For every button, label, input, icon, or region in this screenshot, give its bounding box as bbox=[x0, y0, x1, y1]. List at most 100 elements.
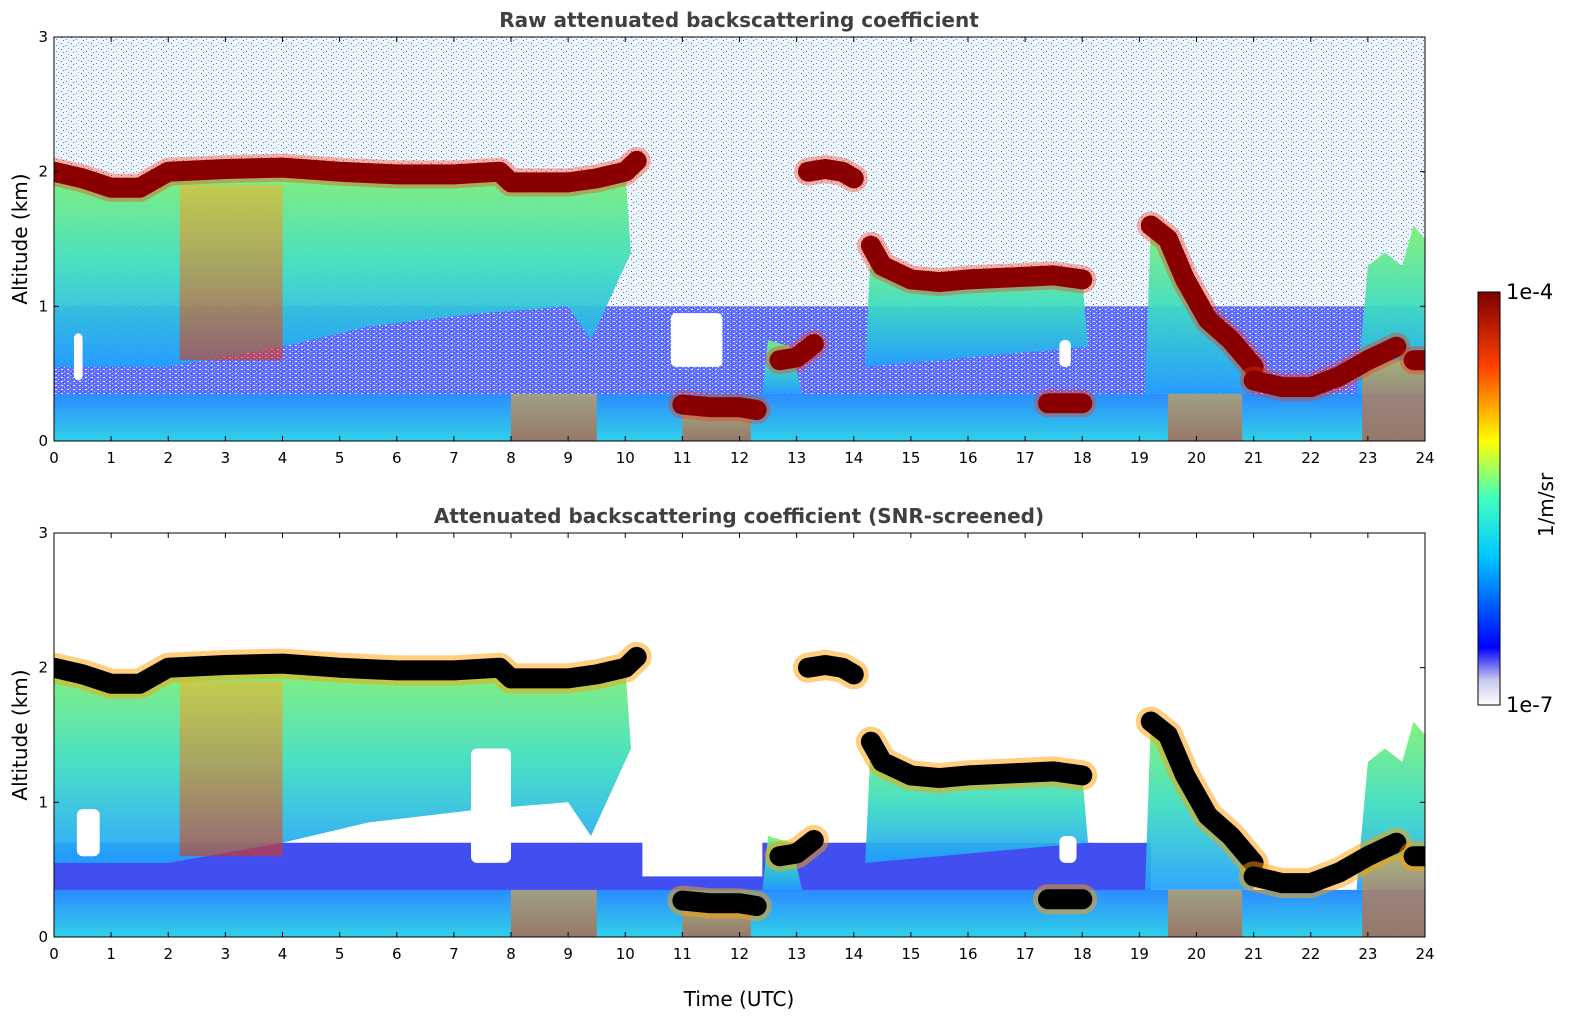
x-tick-label: 3 bbox=[221, 945, 231, 963]
x-tick-label: 12 bbox=[730, 945, 749, 963]
cloud-layer bbox=[1140, 215, 1264, 377]
x-tick-label: 15 bbox=[901, 945, 920, 963]
clear-gap bbox=[670, 313, 723, 367]
x-tick-label: 23 bbox=[1358, 945, 1377, 963]
x-tick-label: 5 bbox=[335, 449, 345, 467]
y-tick-label: 1 bbox=[38, 297, 48, 315]
x-tick-label: 7 bbox=[449, 449, 459, 467]
x-tick-label: 9 bbox=[563, 449, 573, 467]
raw-backscatter-panel: Raw attenuated backscattering coefficien… bbox=[8, 8, 1435, 467]
x-tick-label: 10 bbox=[616, 945, 635, 963]
x-tick-label: 3 bbox=[221, 449, 231, 467]
cloud-layer bbox=[860, 235, 1093, 293]
x-tick-label: 1 bbox=[106, 449, 116, 467]
panel1-plot-area bbox=[54, 37, 1425, 441]
x-tick-label: 5 bbox=[335, 945, 345, 963]
x-tick-label: 1 bbox=[106, 945, 116, 963]
colorbar-unit-label: 1/m/sr bbox=[1534, 472, 1558, 537]
cloud-layer bbox=[769, 830, 824, 867]
x-tick-label: 12 bbox=[730, 449, 749, 467]
cloud-layer bbox=[672, 890, 767, 916]
y-tick-label: 2 bbox=[38, 163, 48, 181]
x-tick-label: 14 bbox=[844, 449, 863, 467]
panel1-backscatter-field bbox=[54, 37, 1425, 441]
colorbar: 1e-4 1e-7 1/m/sr bbox=[1477, 280, 1558, 717]
screened-gap bbox=[1059, 836, 1077, 863]
x-tick-label: 0 bbox=[49, 945, 59, 963]
colorbar-scale bbox=[1477, 291, 1501, 706]
x-tick-label: 24 bbox=[1415, 945, 1434, 963]
colorbar-max-label: 1e-4 bbox=[1506, 280, 1553, 304]
x-tick-label: 9 bbox=[563, 945, 573, 963]
strong-signal-zone bbox=[511, 889, 597, 937]
snr-screened-panel: Attenuated backscattering coefficient (S… bbox=[8, 504, 1435, 1011]
x-tick-label: 7 bbox=[449, 945, 459, 963]
screened-gap bbox=[76, 809, 100, 857]
y-tick-label: 0 bbox=[38, 928, 48, 946]
x-tick-label: 20 bbox=[1187, 945, 1206, 963]
x-tick-label: 2 bbox=[163, 945, 173, 963]
x-tick-label: 22 bbox=[1301, 945, 1320, 963]
x-tick-label: 14 bbox=[844, 945, 863, 963]
strong-signal-zone bbox=[179, 185, 283, 361]
x-tick-label: 13 bbox=[787, 945, 806, 963]
cloud-layer bbox=[54, 646, 647, 694]
y-tick-label: 3 bbox=[38, 524, 48, 542]
x-tick-label: 6 bbox=[392, 945, 402, 963]
cloud-layer bbox=[798, 159, 864, 189]
screened-gap bbox=[642, 533, 1425, 641]
strong-signal-zone bbox=[1167, 889, 1243, 937]
cloud-layer bbox=[860, 731, 1093, 789]
panel1-ylabel: Altitude (km) bbox=[8, 173, 32, 304]
clear-gap bbox=[73, 333, 83, 381]
y-tick-label: 0 bbox=[38, 432, 48, 450]
x-tick-label: 16 bbox=[958, 449, 977, 467]
x-tick-label: 17 bbox=[1016, 945, 1035, 963]
x-tick-label: 11 bbox=[673, 945, 692, 963]
x-tick-label: 13 bbox=[787, 449, 806, 467]
strong-signal-zone bbox=[1362, 360, 1425, 441]
cloud-layer bbox=[1243, 336, 1407, 398]
panel1-axes: 0 1 2 3 4 5 6 7 8 9 10 11 12 13 14 15 16 17 18 19 20 21 22 23 24… bbox=[38, 28, 1434, 467]
panel2-axes: 0 1 2 3 4 5 6 7 8 9 10 11 12 13 14 15 16 17 18 19 20 21 22 23 24… bbox=[38, 524, 1434, 963]
panel2-title: Attenuated backscattering coefficient (S… bbox=[434, 504, 1044, 528]
x-tick-label: 10 bbox=[616, 449, 635, 467]
cloud-layer bbox=[672, 394, 767, 420]
x-tick-label: 0 bbox=[49, 449, 59, 467]
x-tick-label: 19 bbox=[1130, 945, 1149, 963]
x-tick-label: 23 bbox=[1358, 449, 1377, 467]
x-tick-label: 19 bbox=[1130, 449, 1149, 467]
panel1-title: Raw attenuated backscattering coefficien… bbox=[499, 8, 979, 32]
x-tick-label: 16 bbox=[958, 945, 977, 963]
panel2-ylabel: Altitude (km) bbox=[8, 669, 32, 800]
y-tick-label: 3 bbox=[38, 28, 48, 46]
y-tick-label: 2 bbox=[38, 659, 48, 677]
x-tick-label: 21 bbox=[1244, 945, 1263, 963]
panel2-backscatter-field bbox=[54, 533, 1425, 937]
x-tick-label: 20 bbox=[1187, 449, 1206, 467]
x-tick-label: 22 bbox=[1301, 449, 1320, 467]
x-tick-label: 15 bbox=[901, 449, 920, 467]
x-tick-label: 21 bbox=[1244, 449, 1263, 467]
screened-gap bbox=[471, 748, 511, 863]
x-tick-label: 18 bbox=[1073, 945, 1092, 963]
x-tick-label: 2 bbox=[163, 449, 173, 467]
strong-signal-zone bbox=[1167, 393, 1243, 441]
x-tick-label: 4 bbox=[278, 945, 288, 963]
cloud-layer bbox=[769, 334, 824, 371]
fall-streak-region bbox=[865, 741, 1088, 863]
clear-gap bbox=[1059, 340, 1071, 367]
panel2-xlabel: Time (UTC) bbox=[683, 987, 795, 1011]
x-tick-label: 8 bbox=[506, 945, 516, 963]
x-tick-label: 11 bbox=[673, 449, 692, 467]
panel2-plot-area bbox=[54, 533, 1425, 937]
colorbar-min-label: 1e-7 bbox=[1506, 693, 1553, 717]
x-tick-label: 17 bbox=[1016, 449, 1035, 467]
x-tick-label: 8 bbox=[506, 449, 516, 467]
strong-signal-zone bbox=[511, 393, 597, 441]
cloud-layer bbox=[54, 150, 647, 198]
strong-signal-zone bbox=[179, 681, 283, 857]
x-tick-label: 6 bbox=[392, 449, 402, 467]
cloud-layer bbox=[798, 655, 864, 685]
